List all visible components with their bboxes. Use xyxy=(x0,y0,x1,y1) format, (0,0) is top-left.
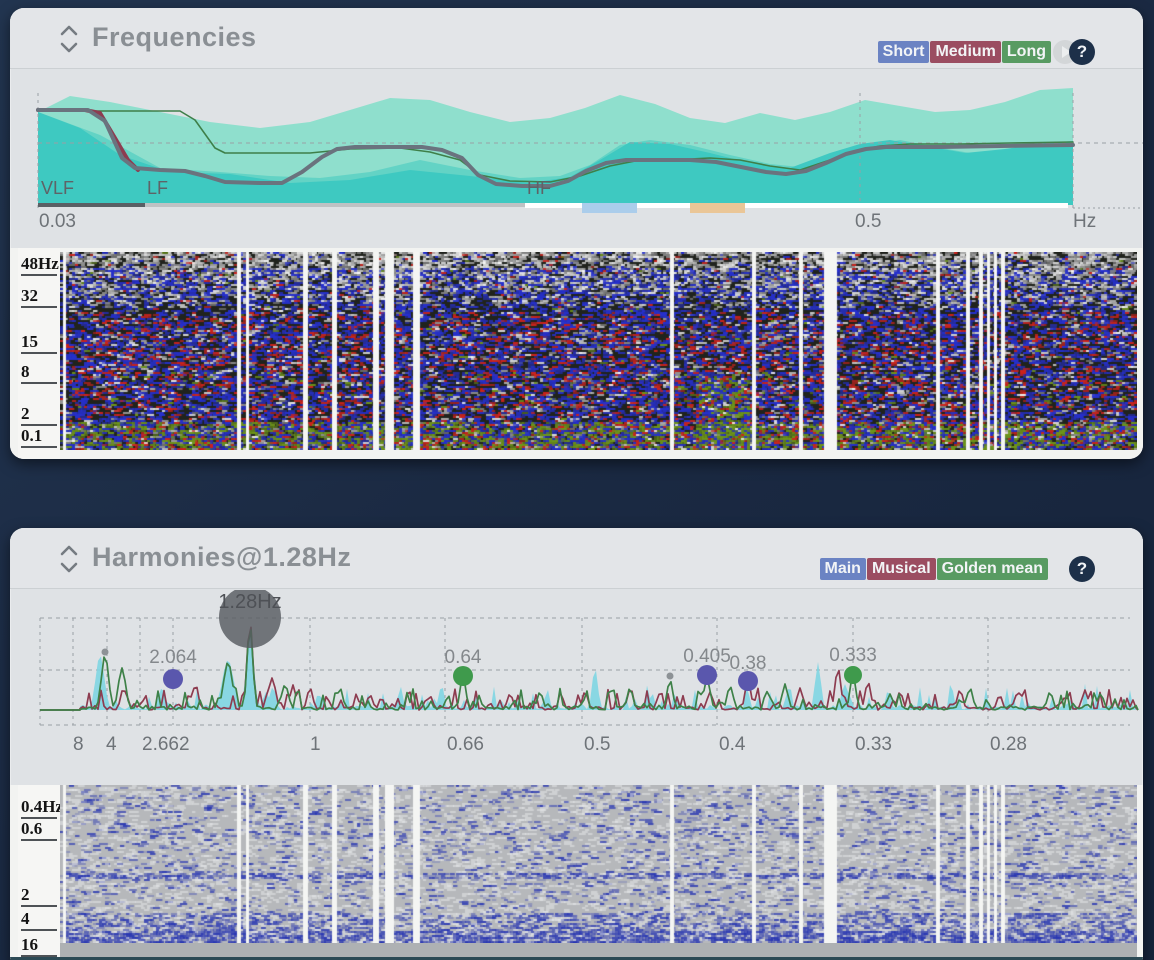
x-tick-1: 1 xyxy=(310,734,321,755)
frequencies-spectrogram-y-axis: 48Hz 32 15 8 20.1 xyxy=(18,248,60,459)
x-axis-label-Hz: Hz xyxy=(1073,211,1096,232)
spectrogram-tick-8: 8 xyxy=(21,362,57,384)
harmonics-spectrum-chart: 2.064 1.28Hz 0.64 0.4050.38 0.333 8 4 2.662 1 0.6… xyxy=(10,590,1143,762)
spectrogram-tick-16: 16 xyxy=(21,935,57,957)
x-tick-4: 4 xyxy=(106,734,117,755)
spectrogram-bottom-margin xyxy=(60,943,1137,957)
harmonies-legend: MainMusicalGolden mean xyxy=(820,558,1049,580)
marker-label-0.405: 0.405 xyxy=(683,646,731,667)
x-axis-label-0.03: 0.03 xyxy=(39,211,76,232)
spectrogram-tick-0.1: 0.1 xyxy=(21,426,57,448)
spectrogram-tick-15: 15 xyxy=(21,332,57,354)
harmonic-marker-0.64[interactable] xyxy=(453,666,473,686)
x-tick-0.4: 0.4 xyxy=(719,734,746,755)
collapse-expand-icon[interactable] xyxy=(56,544,82,574)
harmonies-spectrogram-image xyxy=(60,785,1137,943)
page-title-frequencies: Frequencies xyxy=(92,22,257,53)
frequencies-band-chart: VLF LF HF 0.03 0.5 Hz xyxy=(10,70,1143,248)
legend-badge-main[interactable]: Main xyxy=(820,558,866,580)
help-button-frequencies[interactable]: ? xyxy=(1069,39,1095,65)
frequencies-panel-header: Frequencies ShortMediumLong ? xyxy=(10,8,1143,69)
minor-peak-dot xyxy=(102,649,109,656)
harmonies-spectrogram-y-axis: 0.4Hz0.6 24 16 xyxy=(18,785,60,960)
page-title-harmonies: Harmonies@1.28Hz xyxy=(92,542,351,573)
spectrogram-tick-0.4Hz: 0.4Hz xyxy=(21,797,57,819)
x-tick-0.5: 0.5 xyxy=(584,734,610,755)
harmonies-panel: Harmonies@1.28Hz MainMusicalGolden mean … xyxy=(10,528,1143,960)
x-tick-0.28: 0.28 xyxy=(990,734,1027,755)
legend-badge-musical[interactable]: Musical xyxy=(867,558,936,580)
frequencies-spectrogram-row: 48Hz 32 15 8 20.1 xyxy=(10,248,1143,459)
marker-label-0.64: 0.64 xyxy=(445,647,482,668)
spectrogram-tick-0.6: 0.6 xyxy=(21,819,57,841)
help-button-harmonies[interactable]: ? xyxy=(1069,556,1095,582)
golden-line xyxy=(40,630,1138,710)
harmonies-spectrogram-row: 0.4Hz0.6 24 16 xyxy=(10,785,1143,960)
harmonic-marker-0.405[interactable] xyxy=(697,665,717,685)
spectrogram-tick-2: 2 xyxy=(21,885,57,907)
legend-badge-long[interactable]: Long xyxy=(1002,41,1051,63)
frequencies-spectrogram-image xyxy=(60,252,1137,450)
band-label-VLF: VLF xyxy=(41,178,74,198)
marker-label-0.333: 0.333 xyxy=(829,645,877,666)
marker-label-2.064: 2.064 xyxy=(149,647,197,668)
band-chip[interactable] xyxy=(690,203,745,213)
spectrogram-tick-32: 32 xyxy=(21,286,57,308)
x-tick-8: 8 xyxy=(73,734,84,755)
x-tick-0.33: 0.33 xyxy=(855,734,892,755)
spectrogram-tick-48Hz: 48Hz xyxy=(21,254,57,276)
minor-peak-dot xyxy=(667,673,674,680)
frequencies-panel: Frequencies ShortMediumLong ? VLF LF HF 0.0… xyxy=(10,8,1143,459)
band-chip[interactable] xyxy=(582,203,637,213)
spectrogram-tick-4: 4 xyxy=(21,909,57,931)
harmonic-marker-2.064[interactable] xyxy=(163,669,183,689)
x-tick-0.66: 0.66 xyxy=(447,734,484,755)
band-label-HF: HF xyxy=(527,178,551,198)
frequencies-legend: ShortMediumLong xyxy=(878,41,1051,63)
x-axis-label-0.5: 0.5 xyxy=(855,211,881,232)
collapse-expand-icon[interactable] xyxy=(56,24,82,54)
legend-badge-golden-mean[interactable]: Golden mean xyxy=(937,558,1048,580)
spectrogram-tick-2: 2 xyxy=(21,404,57,426)
legend-badge-medium[interactable]: Medium xyxy=(930,41,1000,63)
harmonic-marker-0.38[interactable] xyxy=(738,671,758,691)
legend-badge-short[interactable]: Short xyxy=(878,41,930,63)
marker-label-0.38: 0.38 xyxy=(730,653,767,674)
harmonic-marker-0.333[interactable] xyxy=(844,666,862,684)
app-background: Frequencies ShortMediumLong ? VLF LF HF 0.0… xyxy=(0,0,1154,960)
band-strip xyxy=(38,203,145,207)
band-strip xyxy=(145,203,525,207)
harmonies-panel-header: Harmonies@1.28Hz MainMusicalGolden mean … xyxy=(10,528,1143,589)
x-tick-2.662: 2.662 xyxy=(142,734,190,755)
band-label-LF: LF xyxy=(147,178,168,198)
marker-label-1.28Hz: 1.28Hz xyxy=(218,591,281,613)
